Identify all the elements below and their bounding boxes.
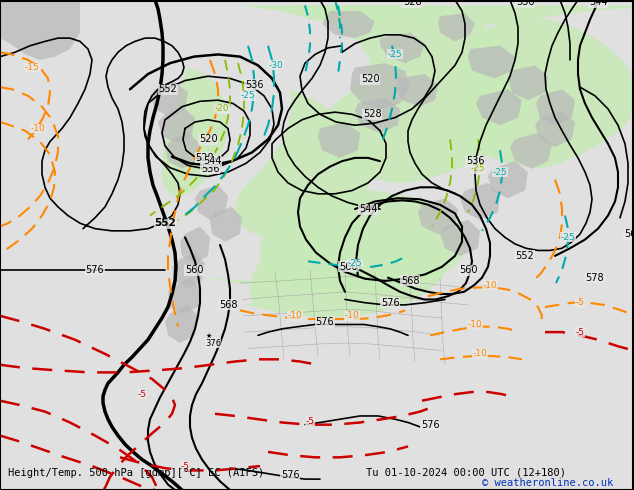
Polygon shape	[245, 223, 448, 318]
Polygon shape	[476, 89, 522, 125]
Polygon shape	[468, 46, 515, 78]
Text: -5: -5	[576, 298, 585, 307]
Text: -10: -10	[345, 311, 359, 320]
Text: 568: 568	[219, 300, 237, 310]
Text: © weatheronline.co.uk: © weatheronline.co.uk	[482, 478, 613, 488]
Polygon shape	[165, 133, 200, 169]
Text: -5: -5	[576, 328, 585, 337]
Polygon shape	[350, 63, 410, 109]
Text: -30: -30	[269, 61, 283, 70]
Text: 536: 536	[515, 0, 534, 7]
Polygon shape	[488, 161, 528, 198]
Text: 544: 544	[359, 204, 377, 214]
Polygon shape	[508, 65, 548, 100]
Polygon shape	[195, 5, 634, 27]
Text: 576: 576	[380, 298, 399, 308]
Text: -10: -10	[482, 281, 498, 290]
Polygon shape	[355, 98, 400, 133]
Text: -25: -25	[241, 91, 256, 100]
Polygon shape	[418, 198, 458, 234]
Polygon shape	[318, 122, 360, 158]
Polygon shape	[460, 183, 500, 220]
Polygon shape	[210, 207, 242, 242]
Text: 544: 544	[203, 156, 221, 166]
Text: 376: 376	[205, 339, 221, 347]
Polygon shape	[200, 191, 468, 294]
Text: 520: 520	[198, 134, 217, 145]
Text: -25: -25	[493, 168, 507, 176]
Polygon shape	[158, 107, 195, 144]
Text: 528: 528	[403, 0, 422, 7]
Text: -10: -10	[30, 124, 46, 133]
Polygon shape	[536, 89, 575, 125]
Text: -5: -5	[181, 462, 190, 470]
Text: -10: -10	[288, 311, 302, 320]
Text: 576: 576	[421, 419, 439, 430]
Text: 568: 568	[401, 276, 419, 286]
Polygon shape	[458, 16, 634, 169]
Text: 552: 552	[515, 251, 534, 261]
Text: 536: 536	[466, 156, 484, 166]
Text: 576: 576	[316, 318, 334, 327]
Text: Height/Temp. 500 hPa [gdmp][°C] EC (AIFS): Height/Temp. 500 hPa [gdmp][°C] EC (AIFS…	[8, 468, 264, 478]
Text: 560: 560	[459, 265, 477, 275]
Text: 576: 576	[86, 265, 105, 275]
Text: -5: -5	[306, 417, 314, 426]
Polygon shape	[380, 33, 425, 63]
Text: 578: 578	[586, 272, 604, 283]
Text: -25: -25	[387, 50, 403, 59]
Text: -25: -25	[470, 164, 485, 173]
Polygon shape	[510, 133, 552, 169]
Polygon shape	[165, 305, 198, 343]
Polygon shape	[168, 278, 200, 314]
Polygon shape	[0, 0, 80, 60]
Text: 528: 528	[196, 153, 214, 163]
Polygon shape	[300, 5, 530, 183]
Text: 544: 544	[589, 0, 607, 7]
Text: -5: -5	[138, 390, 146, 399]
Polygon shape	[535, 111, 575, 147]
Polygon shape	[322, 11, 375, 38]
Polygon shape	[235, 89, 372, 237]
Polygon shape	[172, 253, 205, 289]
Polygon shape	[195, 185, 228, 220]
Text: -15: -15	[25, 63, 39, 72]
Text: -10: -10	[468, 320, 482, 329]
Text: -10: -10	[472, 349, 488, 358]
Text: 536: 536	[201, 164, 219, 174]
Polygon shape	[180, 226, 210, 264]
Text: 536: 536	[245, 80, 263, 90]
Text: 56: 56	[624, 229, 634, 240]
Text: 552: 552	[158, 84, 178, 94]
Text: Tu 01-10-2024 00:00 UTC (12+180): Tu 01-10-2024 00:00 UTC (12+180)	[366, 468, 566, 478]
Polygon shape	[162, 68, 228, 196]
Text: 560: 560	[184, 265, 204, 275]
Text: 560: 560	[339, 262, 357, 272]
Text: -20: -20	[215, 104, 230, 113]
Text: -25: -25	[347, 259, 362, 268]
Text: ★: ★	[206, 333, 212, 339]
Text: 528: 528	[363, 109, 381, 120]
Polygon shape	[440, 220, 480, 256]
Text: -25: -25	[560, 233, 575, 242]
Text: 552: 552	[154, 218, 176, 228]
Polygon shape	[396, 74, 438, 107]
Text: 520: 520	[361, 74, 379, 84]
Polygon shape	[150, 82, 188, 118]
Polygon shape	[438, 13, 475, 41]
Text: 576: 576	[281, 470, 299, 480]
